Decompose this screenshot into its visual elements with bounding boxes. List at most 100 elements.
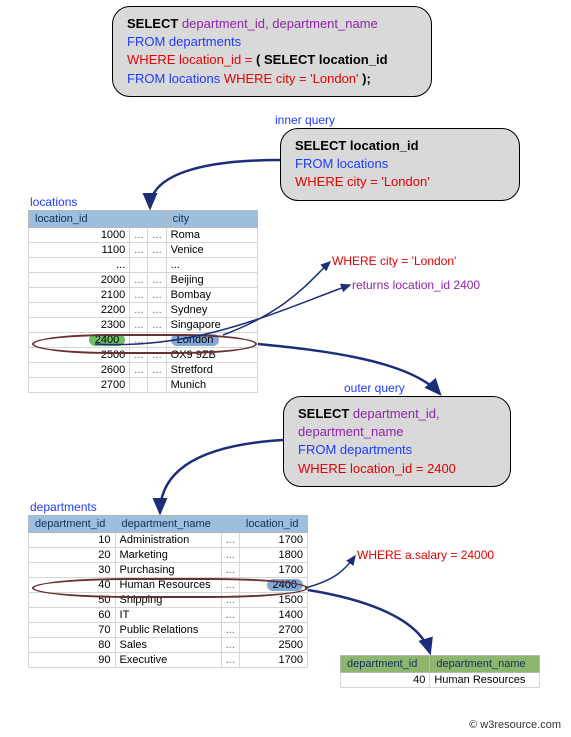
- cell-location-id: ...: [29, 258, 130, 273]
- cell-dept-id: 60: [29, 608, 116, 623]
- sub-select-col: location_id: [319, 52, 388, 67]
- cell-city: London: [166, 333, 257, 348]
- th-blank: [130, 211, 148, 228]
- departments-label: departments: [30, 500, 97, 514]
- th-dept-name: department_name: [115, 516, 221, 533]
- table-row: 70Public Relations...2700: [29, 623, 308, 638]
- cell-dots: ...: [221, 548, 239, 563]
- sub-where-cond: city = 'London': [276, 71, 359, 86]
- cell-dots: ...: [148, 273, 166, 288]
- result-table: department_id department_name 40 Human R…: [340, 655, 540, 688]
- sql-line: SELECT department_id, department_name: [127, 15, 417, 33]
- th-loc-id: location_id: [239, 516, 307, 533]
- cell-dots: ...: [221, 563, 239, 578]
- departments-table: department_id department_name location_i…: [28, 515, 308, 668]
- cell-dots: ...: [148, 348, 166, 363]
- cell-loc-id: 1700: [239, 653, 307, 668]
- cell-city: Beijing: [166, 273, 257, 288]
- table-row: 80Sales...2500: [29, 638, 308, 653]
- table-row: 1000......Roma: [29, 228, 258, 243]
- cell-loc-id: 2700: [239, 623, 307, 638]
- table-row: 2300......Singapore: [29, 318, 258, 333]
- table-row: 10Administration...1700: [29, 533, 308, 548]
- where-cond: location_id =: [179, 52, 252, 67]
- cell-dots: ...: [130, 348, 148, 363]
- cell-dots: ...: [130, 333, 148, 348]
- sql-line: FROM locations WHERE city = 'London' );: [127, 70, 417, 88]
- th-dept-name: department_name: [430, 656, 540, 673]
- sql-line: WHERE city = 'London': [295, 173, 505, 191]
- cell-dots: [148, 258, 166, 273]
- cell-dept-name: Shipping: [115, 593, 221, 608]
- select-col: location_id: [350, 138, 419, 153]
- cell-dots: ...: [130, 243, 148, 258]
- sql-line: FROM locations: [295, 155, 505, 173]
- outer-sql-box: SELECT department_id, department_name FR…: [283, 396, 511, 487]
- cell-location-id: 2000: [29, 273, 130, 288]
- sub-from-tbl: locations: [169, 71, 220, 86]
- cell-dots: ...: [148, 363, 166, 378]
- close: );: [362, 71, 371, 86]
- table-row: 20Marketing...1800: [29, 548, 308, 563]
- sql-line: SELECT location_id: [295, 137, 505, 155]
- cell-dots: ...: [130, 363, 148, 378]
- main-sql-box: SELECT department_id, department_name FR…: [112, 6, 432, 97]
- from-tbl: locations: [337, 156, 388, 171]
- th-dept-id: department_id: [29, 516, 116, 533]
- inner-sql-box: SELECT location_id FROM locations WHERE …: [280, 128, 520, 201]
- cell-loc-id: 1700: [239, 563, 307, 578]
- cell-city: OX9 9ZB: [166, 348, 257, 363]
- locations-table: location_id city 1000......Roma1100.....…: [28, 210, 258, 393]
- cell-dots: ...: [221, 653, 239, 668]
- th-blank: [148, 211, 166, 228]
- cell-dept-id: 30: [29, 563, 116, 578]
- paren: (: [256, 52, 260, 67]
- annot-where-salary: WHERE a.salary = 24000: [357, 548, 494, 562]
- kw-from: FROM: [127, 34, 165, 49]
- cell-dots: ...: [148, 288, 166, 303]
- cell-dots: ...: [221, 533, 239, 548]
- cell-dots: ...: [130, 228, 148, 243]
- cell-city: Munich: [166, 378, 257, 393]
- cell-dots: ...: [221, 593, 239, 608]
- cell-dots: ...: [148, 333, 166, 348]
- table-header-row: location_id city: [29, 211, 258, 228]
- cell-dots: [148, 378, 166, 393]
- cell-dept-id: 80: [29, 638, 116, 653]
- cell-dept-id: 40: [29, 578, 116, 593]
- cell-dept-name: Sales: [115, 638, 221, 653]
- kw-from: FROM: [298, 442, 336, 457]
- select-col2: department_name: [298, 424, 404, 439]
- where-cond: city = 'London': [347, 174, 430, 189]
- th-blank: [221, 516, 239, 533]
- cell-dept-id: 10: [29, 533, 116, 548]
- cell-dept-name: Human Resources: [430, 673, 540, 688]
- annot-returns: returns location_id 2400: [352, 278, 480, 292]
- from-tbl: departments: [169, 34, 241, 49]
- sql-line: WHERE location_id = ( SELECT location_id: [127, 51, 417, 69]
- table-row: 2600......Stretford: [29, 363, 258, 378]
- sql-line: department_name: [298, 423, 496, 441]
- table-row: ......: [29, 258, 258, 273]
- cell-location-id: 2200: [29, 303, 130, 318]
- table-row: 90Executive...1700: [29, 653, 308, 668]
- cell-location-id: 2600: [29, 363, 130, 378]
- copyright: © w3resource.com: [469, 719, 561, 731]
- cell-loc-id: 1400: [239, 608, 307, 623]
- table-row: 40Human Resources...2400: [29, 578, 308, 593]
- table-row: 2700 Munich: [29, 378, 258, 393]
- table-header-row: department_id department_name: [341, 656, 540, 673]
- cell-dept-name: Human Resources: [115, 578, 221, 593]
- outer-query-label: outer query: [344, 381, 405, 395]
- cell-loc-id: 2400: [239, 578, 307, 593]
- cell-city: Stretford: [166, 363, 257, 378]
- table-row: 2000......Beijing: [29, 273, 258, 288]
- cell-dept-name: Marketing: [115, 548, 221, 563]
- cell-location-id: 2300: [29, 318, 130, 333]
- inner-query-label: inner query: [275, 113, 335, 127]
- kw-select: SELECT: [298, 406, 349, 421]
- cell-dept-name: Executive: [115, 653, 221, 668]
- select-col1: department_id,: [353, 406, 440, 421]
- select-cols: department_id, department_name: [182, 16, 378, 31]
- cell-location-id: 2700: [29, 378, 130, 393]
